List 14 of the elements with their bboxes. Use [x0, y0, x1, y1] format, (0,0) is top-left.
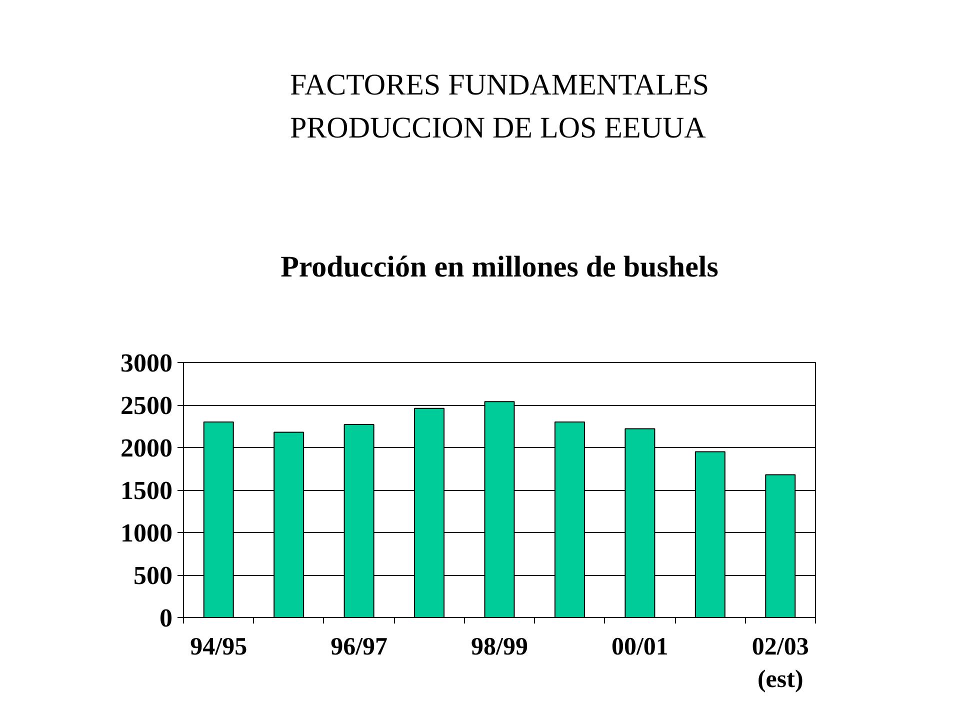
y-tick-label: 2500	[120, 391, 172, 420]
x-tick-label: 98/99	[471, 634, 528, 660]
y-tick-label: 1000	[120, 518, 172, 548]
x-tick-label: 94/95	[190, 634, 248, 660]
y-tick-label: 3000	[120, 348, 172, 378]
x-tick-label: 96/97	[330, 634, 388, 660]
y-tick-label: 0	[160, 604, 172, 632]
x-tick-label: 02/03 (est)	[752, 634, 809, 693]
y-tick-label: 1500	[120, 476, 172, 505]
x-tick-label: 00/01	[611, 634, 668, 660]
chart-subtitle: Producción en millones de bushels	[280, 250, 718, 284]
y-tick-label: 500	[134, 561, 172, 590]
y-tick-label: 2000	[120, 434, 172, 462]
chart-title: FACTORES FUNDAMENTALES PRODUCCION DE LOS EEUUA	[290, 68, 710, 144]
